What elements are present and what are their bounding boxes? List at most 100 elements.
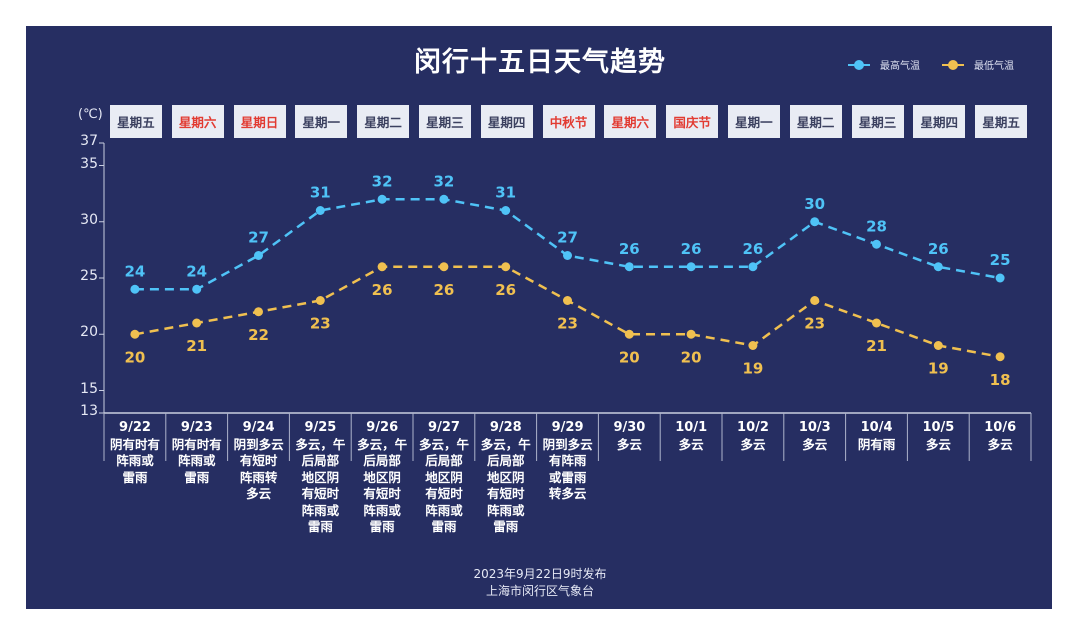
data-label-high: 32 — [372, 172, 393, 190]
forecast-column: 9/30 多云 — [598, 420, 660, 453]
data-label-high: 32 — [433, 172, 454, 190]
axes — [99, 142, 1031, 414]
data-point-low — [130, 329, 140, 339]
weekday-label: 中秋节 — [542, 105, 595, 138]
data-label-low: 26 — [372, 281, 393, 299]
chart-title: 闵行十五日天气趋势 — [414, 47, 666, 78]
data-label-high: 26 — [742, 240, 763, 258]
data-label-high: 24 — [186, 262, 207, 280]
weekday-label: 星期五 — [109, 105, 162, 138]
weather-description: 阴到多云 有短时 阵雨转 多云 — [233, 436, 284, 502]
data-label-low: 26 — [433, 281, 454, 299]
date-label: 10/2 — [737, 420, 769, 435]
legend-label-high: 最高气温 — [880, 61, 920, 72]
legend-item-low[interactable]: 最低气温 — [942, 57, 1014, 72]
forecast-column: 10/6 多云 — [969, 420, 1031, 453]
forecast-column: 9/28 多云，午 后局部 地区阴 有短时 阵雨或 雷雨 — [475, 420, 537, 536]
data-point-low — [686, 329, 696, 339]
data-point-low — [933, 341, 943, 350]
data-label-high: 27 — [557, 229, 578, 247]
data-label-low: 20 — [619, 348, 640, 366]
weather-description: 多云 — [802, 436, 828, 452]
weather-description: 多云，午 后局部 地区阴 有短时 阵雨或 雷雨 — [418, 436, 469, 535]
data-labels: 24 24 27 31 32 32 31 27 26 26 26 30 28 26 25 20 21 22 23 26… — [124, 172, 1010, 389]
weather-description: 阴有时有 阵雨或 雷雨 — [171, 436, 222, 485]
weekday-label: 星期三 — [418, 105, 471, 138]
data-point-low — [624, 329, 634, 339]
y-tick-label: 13 — [80, 403, 98, 419]
data-point-low — [192, 318, 202, 328]
data-point-low — [810, 296, 820, 305]
date-label: 9/23 — [180, 420, 213, 435]
data-point-high — [995, 273, 1005, 283]
data-label-high: 25 — [990, 251, 1011, 269]
data-label-high: 31 — [310, 184, 331, 202]
forecast-column: 9/23 阴有时有 阵雨或 雷雨 — [166, 420, 228, 486]
data-point-high — [130, 284, 140, 294]
data-point-low — [377, 262, 387, 272]
data-point-high — [872, 239, 881, 249]
publisher: 上海市闵行区气象台 — [485, 584, 594, 598]
weekday-label: 星期六 — [604, 105, 657, 138]
forecast-column: 9/24 阴到多云 有短时 阵雨转 多云 — [228, 420, 290, 503]
column-dividers — [103, 413, 1032, 461]
forecast-column: 9/25 多云，午 后局部 地区阴 有短时 阵雨或 雷雨 — [289, 420, 351, 536]
data-point-low — [563, 296, 572, 305]
data-label-low: 19 — [742, 360, 763, 378]
forecast-column: 10/2 多云 — [722, 420, 784, 453]
date-label: 10/3 — [798, 420, 831, 435]
weather-description: 多云，午 后局部 地区阴 有短时 阵雨或 雷雨 — [357, 436, 408, 535]
weekday-label: 星期二 — [789, 105, 842, 138]
y-tick-label: 30 — [80, 211, 98, 228]
forecast-column: 10/5 多云 — [907, 420, 969, 453]
data-label-low: 23 — [804, 315, 825, 333]
data-label-high: 26 — [619, 240, 640, 258]
legend-label-low: 最低气温 — [974, 61, 1014, 72]
data-point-high — [377, 194, 387, 204]
data-label-low: 21 — [866, 337, 887, 355]
date-label: 9/27 — [428, 420, 460, 435]
date-label: 9/25 — [304, 420, 337, 435]
data-point-low — [501, 262, 511, 272]
y-tick-label: 20 — [80, 324, 98, 341]
series-points — [130, 194, 1005, 362]
data-point-high — [192, 284, 202, 294]
weather-description: 阴有时有 阵雨或 雷雨 — [109, 436, 160, 485]
weekday-label: 星期二 — [357, 105, 410, 138]
data-point-high — [315, 206, 325, 215]
data-point-high — [624, 262, 634, 272]
data-point-high — [748, 262, 758, 272]
data-label-high: 30 — [804, 195, 825, 213]
data-label-low: 20 — [124, 348, 145, 366]
data-label-low: 23 — [557, 315, 578, 333]
data-label-low: 20 — [681, 348, 702, 366]
date-label: 9/26 — [366, 420, 399, 435]
data-point-low — [439, 262, 449, 272]
y-tick-label: 15 — [80, 380, 98, 397]
data-label-high: 26 — [928, 240, 949, 258]
publish-time: 2023年9月22日9时发布 — [473, 567, 607, 581]
data-point-high — [686, 262, 696, 272]
data-point-high — [933, 262, 943, 272]
weekday-label: 星期一 — [727, 105, 780, 138]
data-point-low — [748, 341, 758, 350]
weather-description: 多云 — [616, 436, 642, 452]
date-label: 10/1 — [675, 420, 708, 435]
data-point-low — [254, 307, 263, 317]
weekday-label: 星期三 — [851, 105, 904, 138]
data-label-low: 22 — [248, 326, 269, 344]
legend-item-high[interactable]: 最高气温 — [848, 57, 920, 72]
forecast-column: 9/22 阴有时有 阵雨或 雷雨 — [104, 420, 166, 486]
data-point-high — [810, 217, 820, 227]
weather-description: 多云 — [925, 436, 951, 452]
data-label-low: 23 — [310, 315, 331, 333]
weather-description: 多云 — [987, 436, 1013, 452]
forecast-column: 10/1 多云 — [660, 420, 722, 453]
weekday-label: 星期四 — [913, 105, 966, 138]
weather-description: 阴到多云 有阵雨 或雷雨 转多云 — [542, 436, 593, 502]
weather-description: 阴有雨 — [857, 436, 896, 452]
weather-description: 多云，午 后局部 地区阴 有短时 阵雨或 雷雨 — [480, 436, 531, 535]
data-point-high — [439, 194, 449, 204]
date-label: 9/22 — [119, 420, 151, 435]
